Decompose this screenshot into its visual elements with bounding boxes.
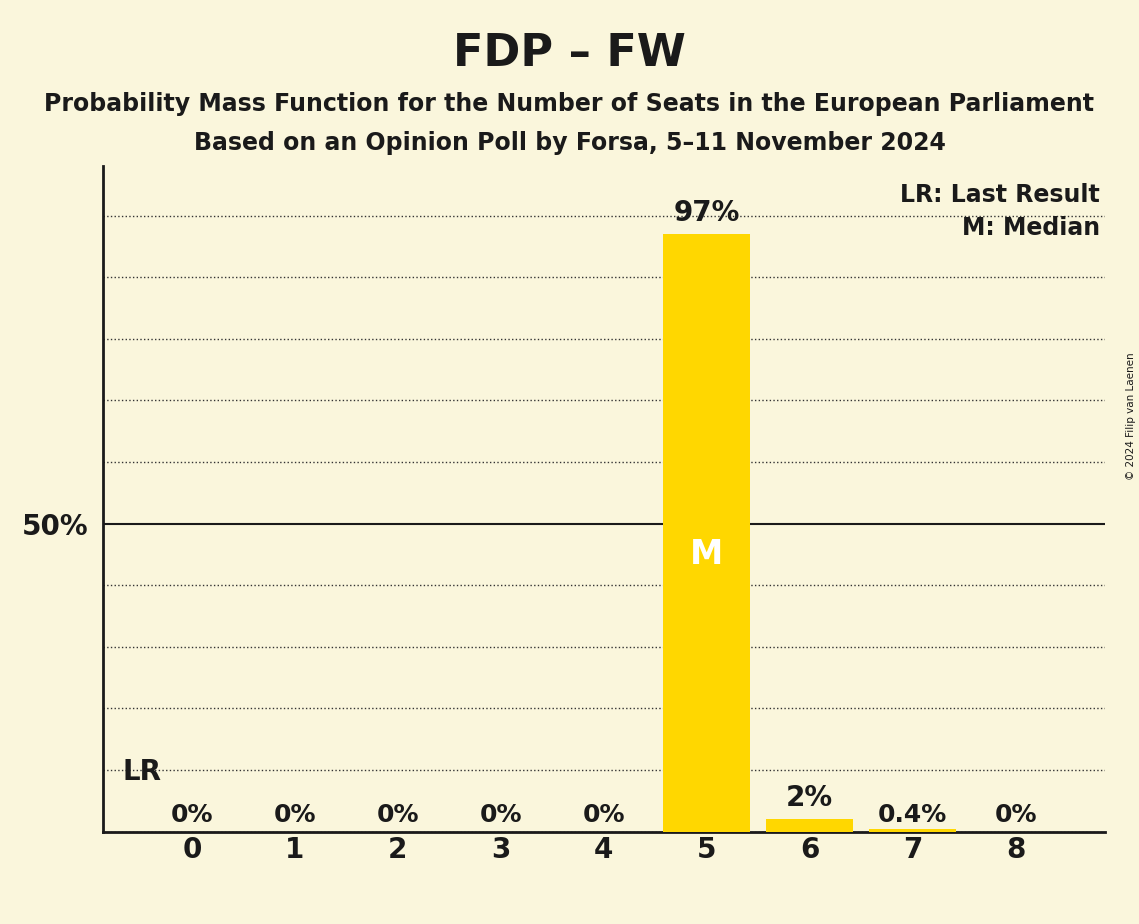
Text: M: Median: M: Median — [961, 216, 1100, 240]
Text: LR: LR — [123, 758, 162, 785]
Text: 0%: 0% — [171, 803, 213, 827]
Text: 2%: 2% — [786, 784, 833, 812]
Text: 0.4%: 0.4% — [878, 803, 948, 827]
Text: LR: Last Result: LR: Last Result — [900, 183, 1100, 207]
Text: 0%: 0% — [480, 803, 522, 827]
Bar — [765, 820, 853, 832]
Bar — [663, 234, 751, 832]
Text: Based on an Opinion Poll by Forsa, 5–11 November 2024: Based on an Opinion Poll by Forsa, 5–11 … — [194, 131, 945, 155]
Text: 0%: 0% — [994, 803, 1036, 827]
Text: 0%: 0% — [377, 803, 419, 827]
Text: FDP – FW: FDP – FW — [453, 32, 686, 76]
Text: 97%: 97% — [673, 199, 740, 226]
Text: © 2024 Filip van Laenen: © 2024 Filip van Laenen — [1126, 352, 1136, 480]
Text: Probability Mass Function for the Number of Seats in the European Parliament: Probability Mass Function for the Number… — [44, 92, 1095, 116]
Text: M: M — [690, 538, 723, 571]
Text: 0%: 0% — [273, 803, 316, 827]
Bar — [869, 829, 957, 832]
Text: 0%: 0% — [582, 803, 625, 827]
